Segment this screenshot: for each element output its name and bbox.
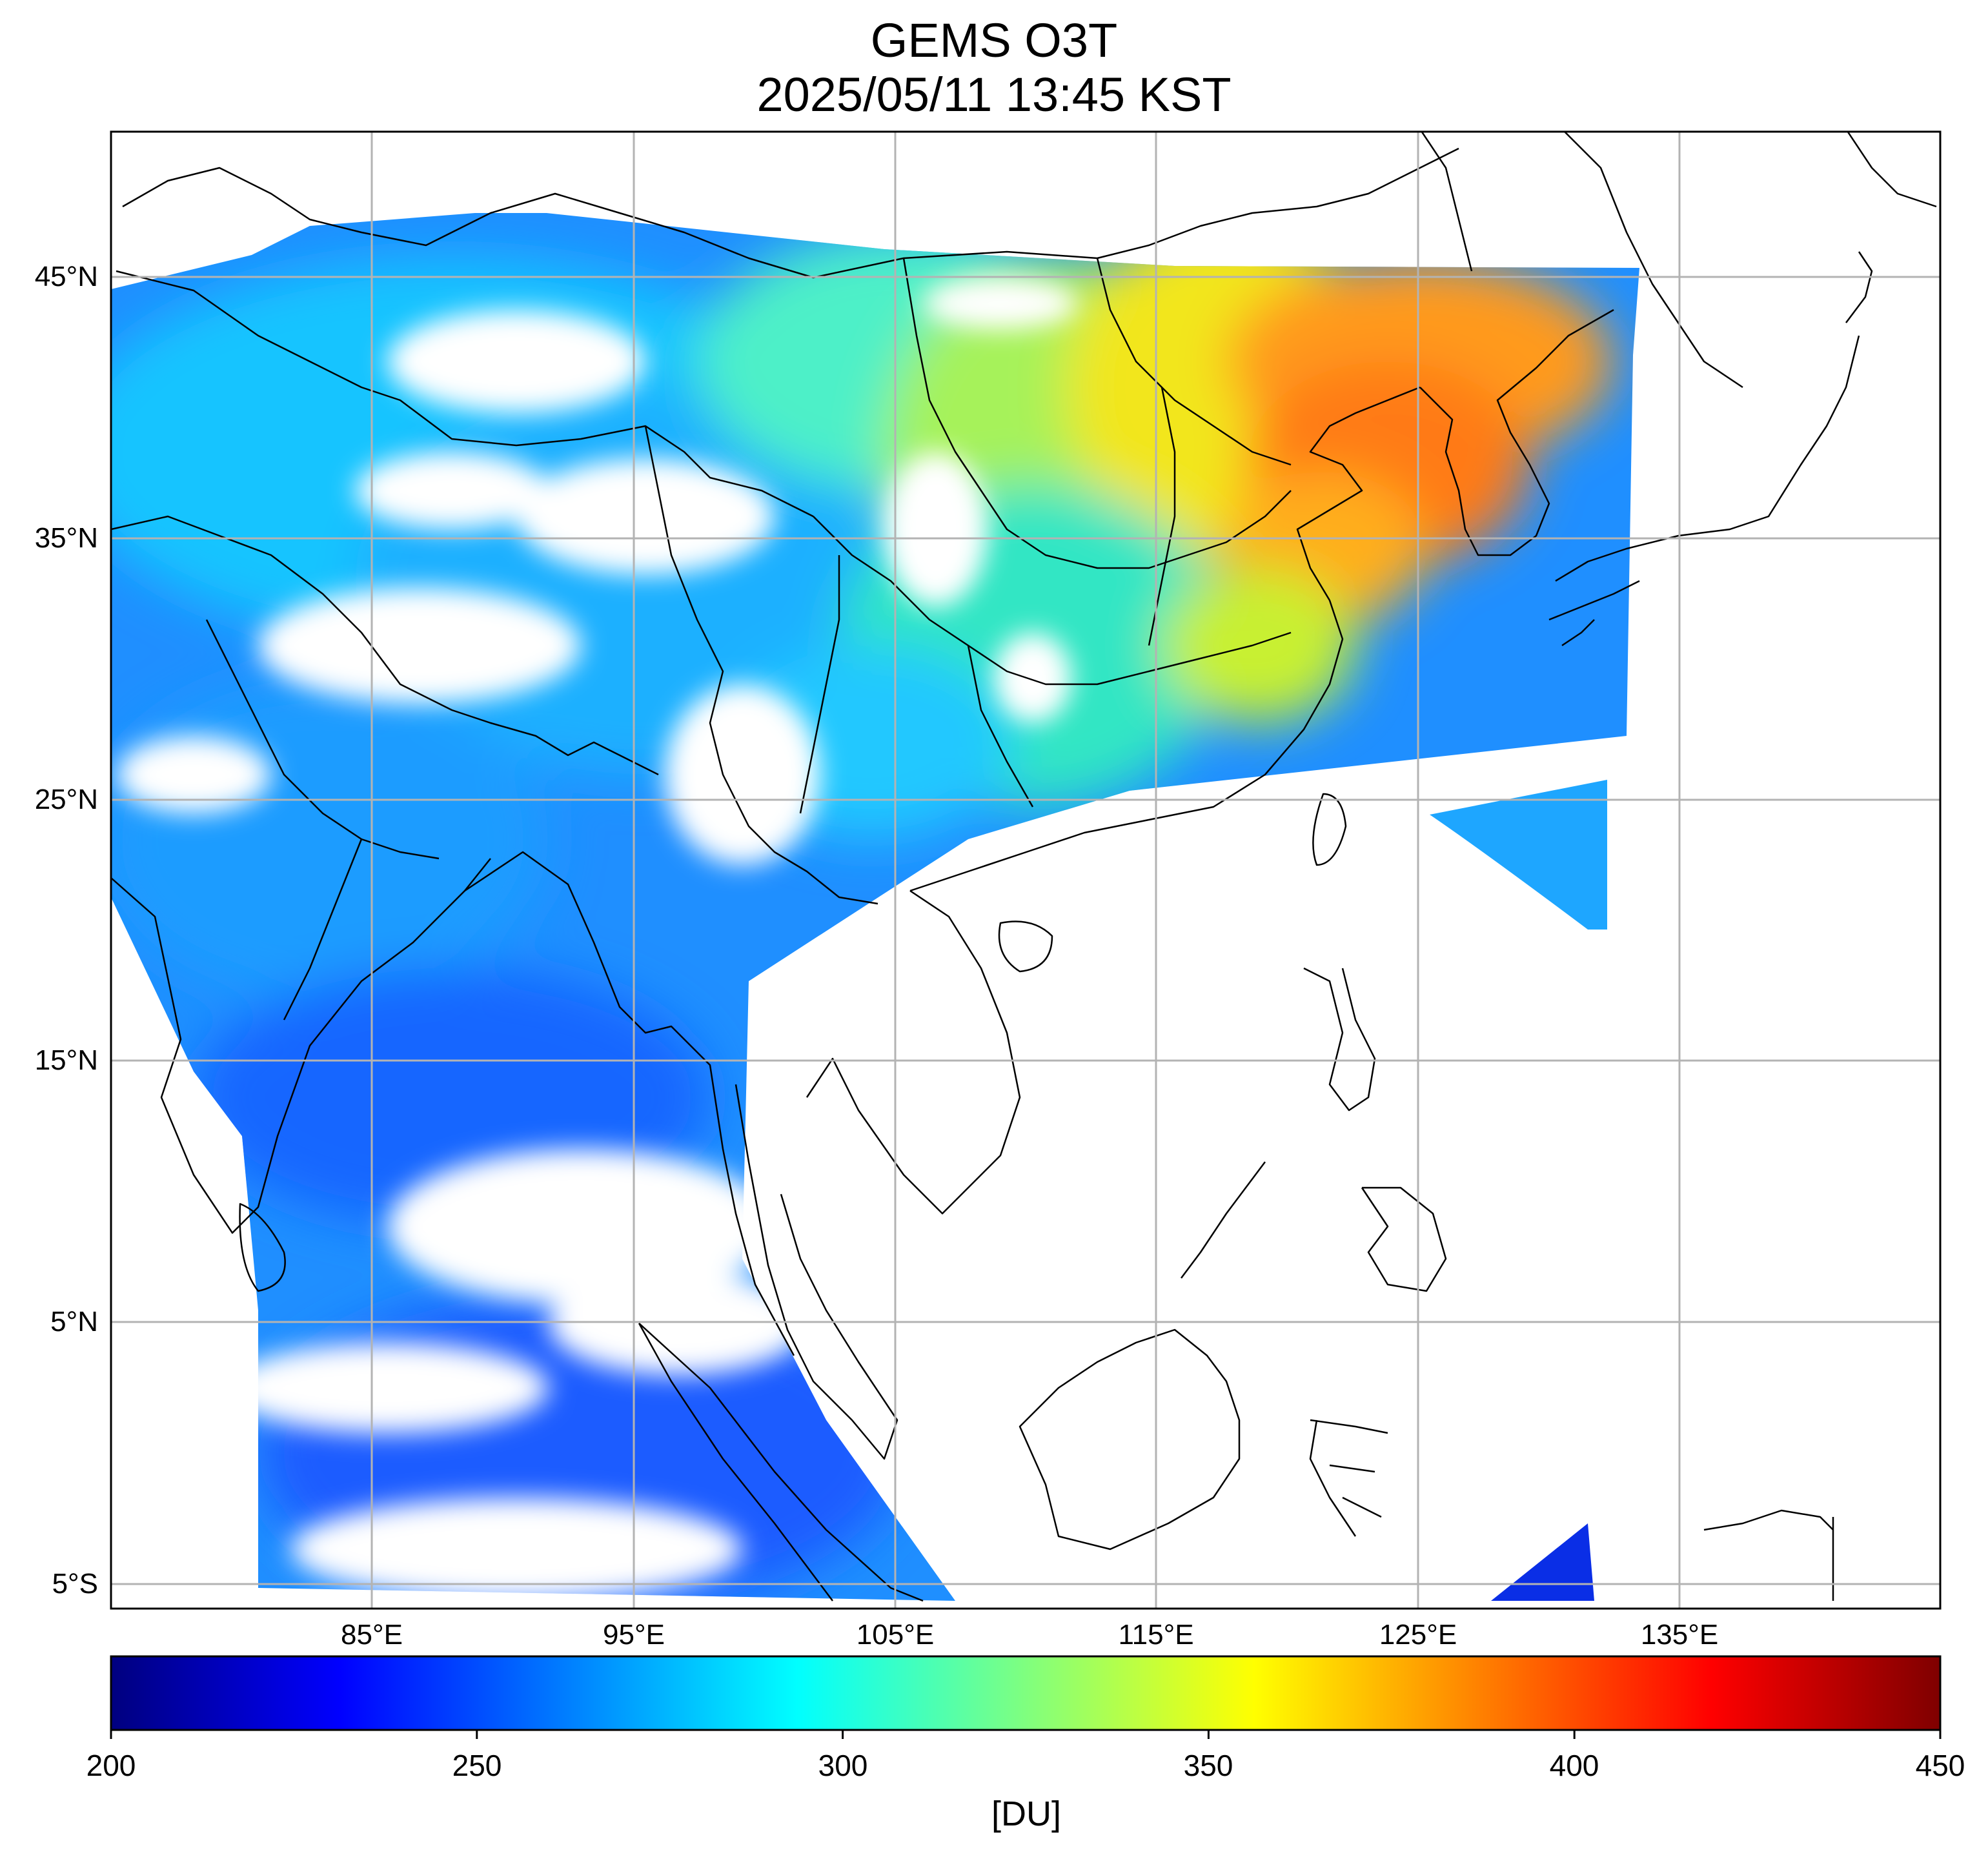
plot-frame [110, 130, 1942, 1610]
lon-label-85e: 85°E [341, 1619, 403, 1651]
colorbar-tick-label: 400 [1549, 1749, 1599, 1782]
lon-label-95e: 95°E [603, 1619, 665, 1651]
graticule [111, 132, 1940, 1609]
map-title: GEMS O3T [870, 14, 1118, 67]
lat-label-15n: 15°N [34, 1044, 98, 1076]
lat-label-45n: 45°N [34, 261, 98, 292]
colorbar-tick-label: 250 [452, 1749, 502, 1782]
colorbar [110, 1655, 1942, 1731]
lon-label-105e: 105°E [856, 1619, 935, 1651]
colorbar-unit-label: [DU] [991, 1794, 1061, 1833]
colorbar-tick-label: 450 [1915, 1749, 1965, 1782]
lat-label-5s: 5°S [52, 1568, 98, 1600]
lat-label-35n: 35°N [34, 522, 98, 554]
colorbar-tick-label: 300 [818, 1749, 868, 1782]
colorbar-tick-label: 200 [86, 1749, 136, 1782]
lat-label-5n: 5°N [50, 1306, 98, 1337]
lon-label-125e: 125°E [1379, 1619, 1457, 1651]
lat-label-25n: 25°N [34, 784, 98, 815]
coastlines-borders [111, 132, 1937, 1602]
ozone-field [111, 213, 1639, 1601]
colorbar-tick-marks [110, 1730, 1942, 1739]
colorbar-tick-label: 350 [1183, 1749, 1233, 1782]
lon-label-135e: 135°E [1640, 1619, 1719, 1651]
lon-label-115e: 115°E [1118, 1619, 1194, 1651]
map-subtitle-timestamp: 2025/05/11 13:45 KST [756, 68, 1232, 121]
